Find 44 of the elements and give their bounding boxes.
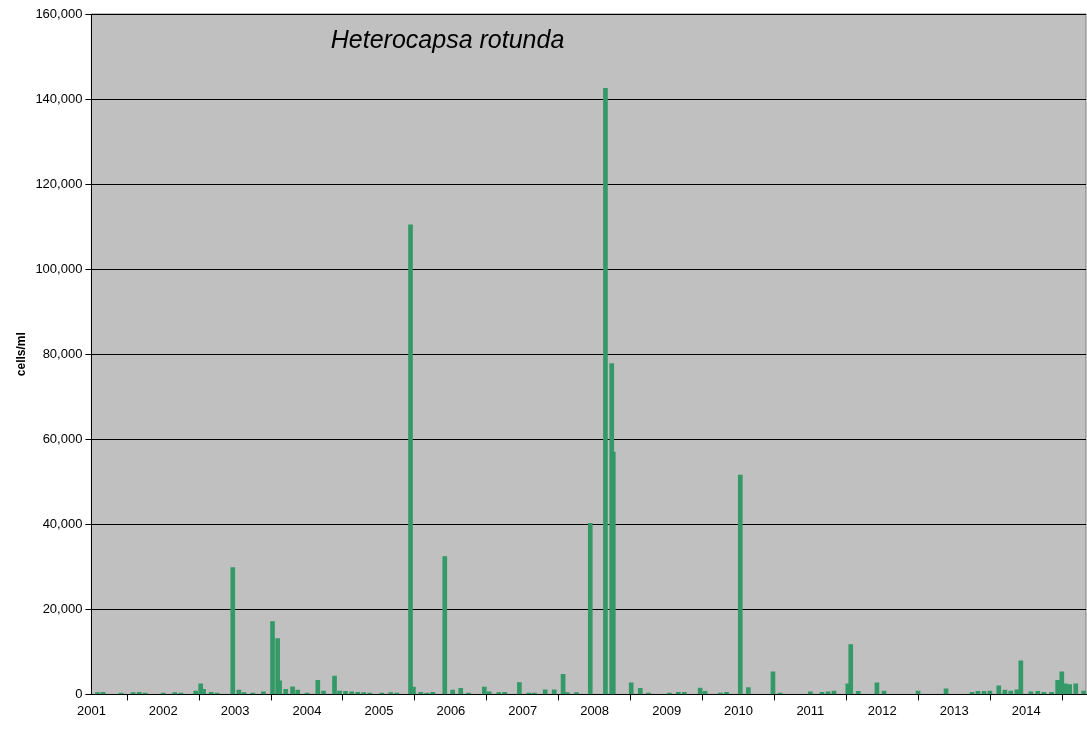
bar [746, 687, 751, 695]
bar [637, 688, 643, 695]
bar [1035, 691, 1041, 695]
x-tick-label: 2005 [364, 702, 394, 718]
y-tick-label: 20,000 [42, 600, 83, 616]
bar [442, 556, 448, 695]
y-tick-label: 80,000 [42, 345, 83, 361]
x-tick-label: 2004 [292, 702, 322, 718]
bar [628, 682, 634, 695]
y-tick-label: 0 [75, 685, 83, 701]
x-tick-label: 2010 [724, 702, 753, 718]
chart-title: Heterocapsa rotunda [330, 24, 565, 53]
x-tick-label: 2012 [867, 702, 897, 718]
x-tick-label: 2003 [220, 702, 250, 718]
x-tick-label: 2002 [148, 702, 178, 718]
y-tick-label: 140,000 [35, 90, 83, 106]
y-tick-label: 60,000 [42, 430, 83, 446]
y-tick-label: 40,000 [42, 515, 83, 531]
x-tick-label: 2014 [1011, 702, 1041, 718]
bar [737, 474, 743, 695]
bar [458, 688, 464, 695]
bar [230, 567, 236, 695]
x-tick-label: 2007 [508, 702, 538, 718]
bar [848, 644, 854, 695]
bar [587, 523, 593, 695]
y-axis-title: cells/ml [13, 332, 28, 377]
bar [855, 691, 861, 695]
x-tick-label: 2001 [76, 702, 106, 718]
y-tick-label: 160,000 [35, 5, 83, 21]
x-tick-label: 2013 [939, 702, 969, 718]
x-tick-label: 2009 [652, 702, 682, 718]
bar [996, 685, 1002, 695]
x-tick-label: 2011 [796, 702, 825, 718]
bar [450, 689, 455, 695]
bar [418, 691, 424, 695]
bar [551, 689, 557, 695]
bar [542, 689, 548, 695]
x-tick-label: 2008 [580, 702, 610, 718]
bar [1059, 671, 1065, 695]
y-tick-label: 100,000 [35, 260, 83, 276]
bar [517, 682, 522, 695]
bar [408, 224, 413, 695]
y-tick-label: 120,000 [35, 175, 83, 191]
x-tick-label: 2006 [436, 702, 466, 718]
